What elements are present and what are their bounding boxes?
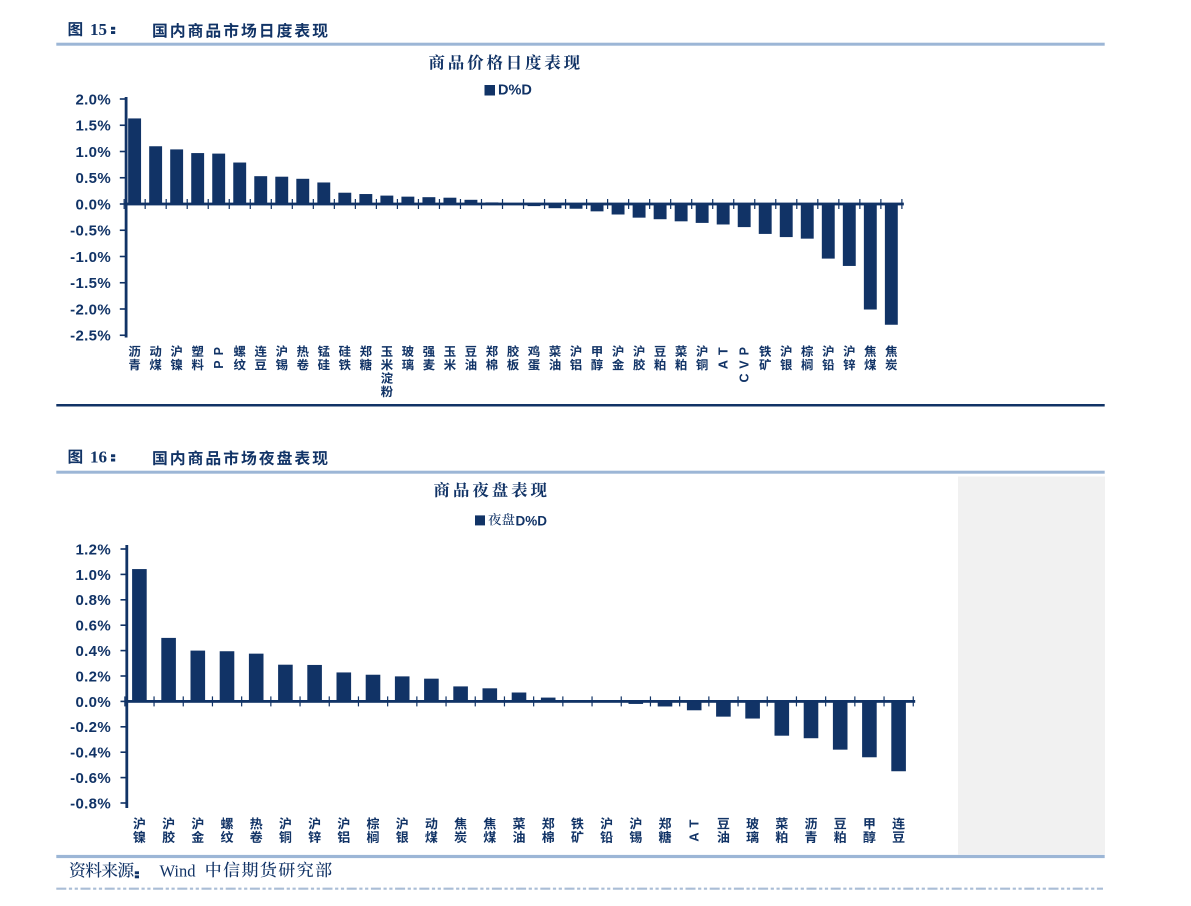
svg-text:-1.0%: -1.0%: [70, 249, 111, 266]
svg-text:15: 15: [90, 20, 107, 39]
svg-text:T: T: [687, 819, 702, 827]
svg-text:-0.6%: -0.6%: [70, 770, 111, 787]
svg-text:Wind: Wind: [160, 862, 197, 881]
svg-text:A: A: [687, 832, 702, 842]
svg-text:0.6%: 0.6%: [75, 618, 111, 635]
svg-text:1.2%: 1.2%: [75, 541, 111, 558]
svg-text:1.0%: 1.0%: [75, 567, 111, 584]
svg-text:P: P: [738, 347, 752, 355]
svg-text:-0.5%: -0.5%: [70, 223, 111, 240]
svg-text:0.8%: 0.8%: [75, 592, 111, 609]
svg-text:-0.2%: -0.2%: [70, 719, 111, 736]
svg-text:-2.0%: -2.0%: [70, 301, 111, 318]
svg-text:P: P: [212, 347, 226, 355]
svg-text:C: C: [738, 373, 752, 382]
svg-text:1.5%: 1.5%: [75, 118, 111, 135]
svg-text:V: V: [738, 360, 752, 369]
svg-text:D%D: D%D: [498, 83, 532, 99]
svg-text:-0.8%: -0.8%: [70, 795, 111, 812]
svg-text:0.5%: 0.5%: [75, 170, 111, 187]
svg-text:T: T: [717, 347, 731, 355]
svg-text:2.0%: 2.0%: [75, 91, 111, 108]
svg-text:-1.5%: -1.5%: [70, 275, 111, 292]
svg-text:D%D: D%D: [516, 514, 548, 529]
svg-text:0.2%: 0.2%: [75, 668, 111, 685]
svg-text:P: P: [212, 360, 226, 368]
svg-text:0.0%: 0.0%: [75, 196, 111, 213]
svg-text:A: A: [717, 360, 731, 369]
svg-text:-2.5%: -2.5%: [70, 328, 111, 345]
svg-text:-0.4%: -0.4%: [70, 745, 111, 762]
svg-text:1.0%: 1.0%: [75, 144, 111, 161]
svg-text:0.4%: 0.4%: [75, 643, 111, 660]
svg-text:16: 16: [90, 447, 107, 466]
svg-text:0.0%: 0.0%: [75, 694, 111, 711]
